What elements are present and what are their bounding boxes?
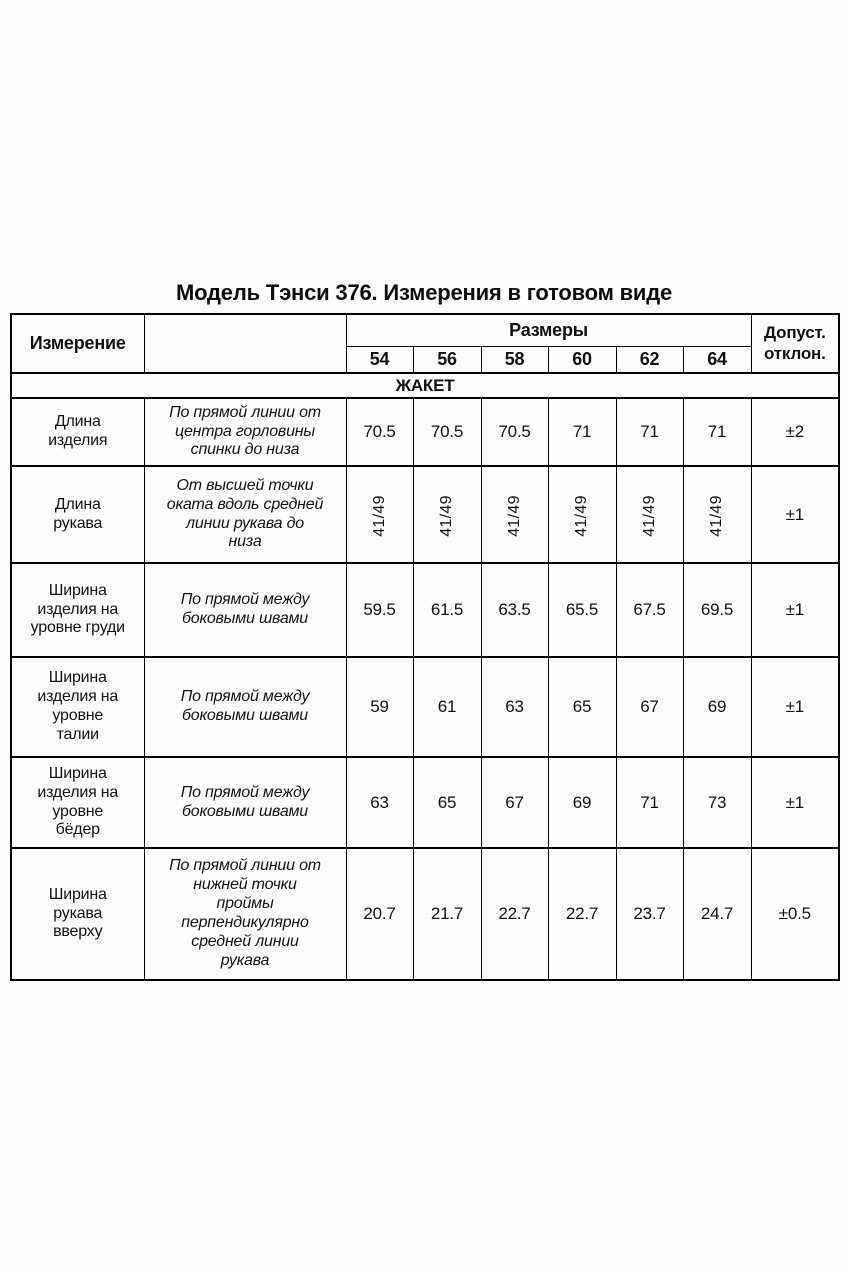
value-cell: 63 <box>480 656 549 758</box>
header-row-sizes: 54 56 58 60 62 64 <box>11 345 839 374</box>
vertical-value-text: 41/49 <box>505 494 523 537</box>
table-row: Ширина рукава вверху По прямой линии от … <box>10 847 840 981</box>
value-cell: 69.5 <box>682 562 752 658</box>
vertical-value-text: 41/49 <box>572 494 590 537</box>
value-cell: 63.5 <box>480 562 549 658</box>
value-cell: 67.5 <box>615 562 684 658</box>
measurement-cell: Ширина рукава вверху <box>10 847 145 981</box>
value-cell: 65 <box>412 756 482 849</box>
description-cell: По прямой между боковыми швами <box>143 656 347 758</box>
value-cell: 70.5 <box>412 397 482 467</box>
header-row-top: Измерение Размеры Допуст. отклон. <box>10 313 840 374</box>
header-measurement: Измерение <box>10 313 145 374</box>
tolerance-cell: ±1 <box>750 562 840 658</box>
table-row: Длина рукава От высшей точки оката вдоль… <box>10 465 840 564</box>
value-cell-vertical: 41/49 <box>615 465 684 564</box>
value-cell: 65.5 <box>547 562 617 658</box>
tolerance-cell: ±0.5 <box>750 847 840 981</box>
value-cell: 71 <box>682 397 752 467</box>
table-row: Ширина изделия на уровне бёдер По прямой… <box>10 756 840 849</box>
measurement-cell: Длина изделия <box>10 397 145 467</box>
header-tolerance: Допуст. отклон. <box>750 313 840 374</box>
value-cell: 59 <box>345 656 414 758</box>
description-cell: По прямой между боковыми швами <box>143 756 347 849</box>
value-cell-vertical: 41/49 <box>345 465 414 564</box>
value-cell: 71 <box>547 397 617 467</box>
value-cell-vertical: 41/49 <box>547 465 617 564</box>
value-cell: 69 <box>682 656 752 758</box>
value-cell: 61 <box>412 656 482 758</box>
value-cell: 22.7 <box>547 847 617 981</box>
tolerance-cell: ±1 <box>750 465 840 564</box>
value-cell: 67 <box>480 756 549 849</box>
size-header-56: 56 <box>412 345 482 374</box>
value-cell: 70.5 <box>345 397 414 467</box>
value-cell: 23.7 <box>615 847 684 981</box>
description-cell: По прямой линии от центра горловины спин… <box>143 397 347 467</box>
section-row: ЖАКЕТ <box>10 372 840 399</box>
tolerance-cell: ±1 <box>750 656 840 758</box>
vertical-value-text: 41/49 <box>708 494 726 537</box>
tolerance-cell: ±2 <box>750 397 840 467</box>
value-cell: 65 <box>547 656 617 758</box>
measurement-cell: Ширина изделия на уровне груди <box>10 562 145 658</box>
value-cell: 22.7 <box>480 847 549 981</box>
value-cell-vertical: 41/49 <box>682 465 752 564</box>
measurement-cell: Ширина изделия на уровне талии <box>10 656 145 758</box>
value-cell-vertical: 41/49 <box>412 465 482 564</box>
value-cell: 63 <box>345 756 414 849</box>
value-cell: 59.5 <box>345 562 414 658</box>
vertical-value-text: 41/49 <box>437 494 455 537</box>
description-cell: По прямой линии от нижней точки проймы п… <box>143 847 347 981</box>
size-header-64: 64 <box>682 345 752 374</box>
value-cell: 61.5 <box>412 562 482 658</box>
value-cell: 71 <box>615 397 684 467</box>
table-title: Модель Тэнси 376. Измерения в готовом ви… <box>175 280 673 305</box>
table-row: Длина изделия По прямой линии от центра … <box>10 397 840 467</box>
vertical-value-text: 41/49 <box>640 494 658 537</box>
description-cell: По прямой между боковыми швами <box>143 562 347 658</box>
header-description-empty <box>143 313 347 374</box>
tolerance-cell: ±1 <box>750 756 840 849</box>
value-cell: 21.7 <box>412 847 482 981</box>
table-row: Ширина изделия на уровне талии По прямой… <box>10 656 840 758</box>
table-row: Ширина изделия на уровне груди По прямой… <box>10 562 840 658</box>
measurement-cell: Длина рукава <box>10 465 145 564</box>
description-cell: От высшей точки оката вдоль средней лини… <box>143 465 347 564</box>
vertical-value-text: 41/49 <box>370 494 388 537</box>
value-cell-vertical: 41/49 <box>480 465 549 564</box>
size-header-54: 54 <box>345 345 414 374</box>
measurement-cell: Ширина изделия на уровне бёдер <box>10 756 145 849</box>
section-header: ЖАКЕТ <box>10 372 840 399</box>
value-cell: 69 <box>547 756 617 849</box>
size-header-58: 58 <box>480 345 549 374</box>
value-cell: 20.7 <box>345 847 414 981</box>
size-header-62: 62 <box>615 345 684 374</box>
value-cell: 73 <box>682 756 752 849</box>
size-header-60: 60 <box>547 345 617 374</box>
measurements-table: Измерение Размеры Допуст. отклон. 54 56 … <box>10 313 841 981</box>
value-cell: 71 <box>615 756 684 849</box>
value-cell: 24.7 <box>682 847 752 981</box>
value-cell: 70.5 <box>480 397 549 467</box>
header-sizes-group: Размеры <box>345 313 752 347</box>
value-cell: 67 <box>615 656 684 758</box>
